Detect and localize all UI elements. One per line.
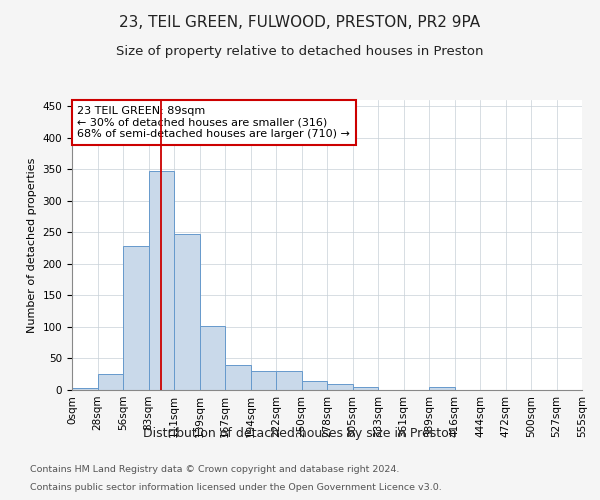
Bar [149,170,174,390]
Bar [72,388,97,390]
Y-axis label: Number of detached properties: Number of detached properties [27,158,37,332]
Bar [251,371,276,390]
Bar [174,234,199,390]
Text: 23 TEIL GREEN: 89sqm
← 30% of detached houses are smaller (316)
68% of semi-deta: 23 TEIL GREEN: 89sqm ← 30% of detached h… [77,106,350,139]
Bar [353,387,378,390]
Text: 23, TEIL GREEN, FULWOOD, PRESTON, PR2 9PA: 23, TEIL GREEN, FULWOOD, PRESTON, PR2 9P… [119,15,481,30]
Bar [302,380,327,390]
Text: Distribution of detached houses by size in Preston: Distribution of detached houses by size … [143,428,457,440]
Bar [97,374,123,390]
Bar [327,384,353,390]
Bar [429,387,455,390]
Bar [225,365,251,390]
Text: Contains HM Land Registry data © Crown copyright and database right 2024.: Contains HM Land Registry data © Crown c… [30,465,400,474]
Bar [199,326,225,390]
Bar [276,371,302,390]
Text: Contains public sector information licensed under the Open Government Licence v3: Contains public sector information licen… [30,482,442,492]
Text: Size of property relative to detached houses in Preston: Size of property relative to detached ho… [116,45,484,58]
Bar [123,246,149,390]
